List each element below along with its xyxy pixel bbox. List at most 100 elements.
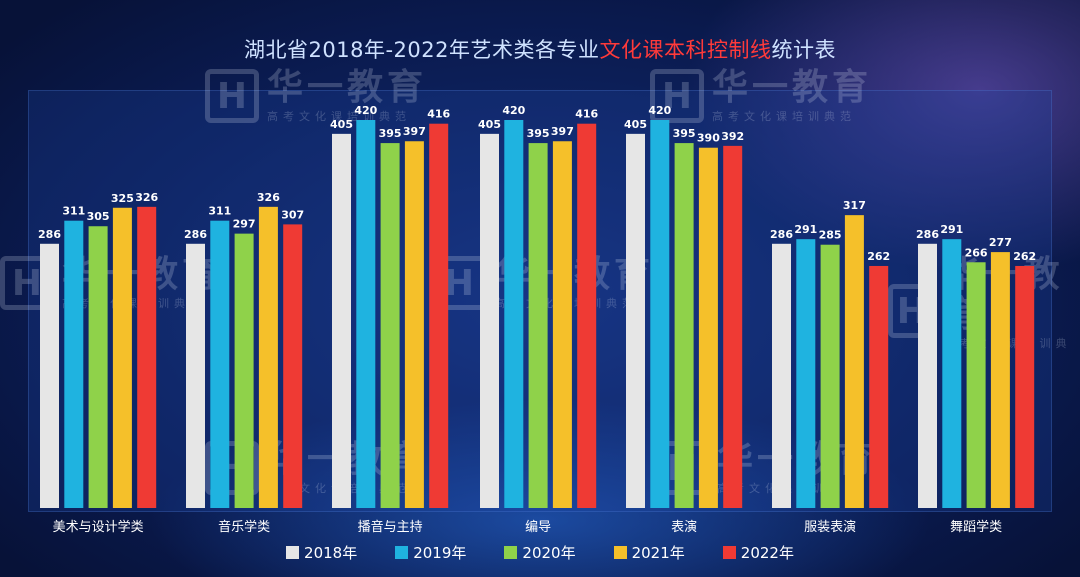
bar [1015, 265, 1035, 508]
legend-item: 2022年 [722, 542, 794, 563]
bar [626, 133, 645, 508]
data-label: 395 [379, 127, 402, 140]
bar [186, 243, 205, 509]
bar [966, 262, 986, 508]
category-label: 播音与主持 [358, 519, 423, 535]
category-label: 音乐学类 [218, 519, 270, 535]
data-label: 405 [478, 118, 501, 131]
bar [650, 120, 670, 508]
data-label: 297 [233, 218, 256, 231]
category-label: 表演 [671, 519, 697, 535]
legend-swatch [613, 546, 627, 559]
category-label: 服装表演 [804, 519, 856, 535]
chart-title: 湖北省2018年-2022年艺术类各专业文化课本科控制线统计表 [0, 34, 1080, 64]
bar [869, 265, 889, 508]
data-label: 325 [111, 192, 134, 205]
data-label: 420 [648, 104, 671, 117]
bar [64, 220, 84, 508]
bar [990, 252, 1010, 508]
legend-label: 2019年 [413, 544, 467, 562]
data-label: 317 [843, 199, 866, 212]
data-label: 420 [502, 104, 525, 117]
bar [698, 147, 718, 508]
bar [40, 243, 59, 509]
data-label: 286 [38, 228, 61, 241]
data-label: 266 [965, 246, 988, 259]
bar [258, 206, 278, 509]
bar [137, 206, 157, 509]
bar [942, 239, 962, 508]
data-label: 291 [940, 223, 963, 236]
legend-swatch [395, 546, 409, 559]
bar [332, 133, 351, 508]
legend-label: 2020年 [522, 544, 576, 562]
legend: 2018年 2019年 2020年 2021年 2022年 [0, 542, 1080, 563]
bar [918, 243, 937, 509]
bar [112, 207, 132, 508]
bar [429, 123, 449, 508]
data-label: 285 [819, 229, 842, 242]
bar [772, 243, 791, 509]
legend-label: 2021年 [631, 544, 685, 562]
data-label: 420 [354, 104, 377, 117]
data-label: 307 [281, 208, 304, 221]
category-label: 舞蹈学类 [950, 519, 1002, 535]
bar [88, 226, 108, 508]
chart-title-part1: 湖北省2018年-2022年艺术类各专业 [244, 38, 600, 62]
legend-label: 2022年 [740, 544, 794, 562]
data-label: 416 [427, 108, 450, 121]
data-label: 390 [697, 132, 720, 145]
data-label: 286 [184, 228, 207, 241]
data-label: 395 [673, 127, 696, 140]
chart-title-part3: 统计表 [771, 38, 836, 62]
legend-item: 2018年 [286, 542, 357, 563]
legend-swatch [504, 546, 518, 559]
category-label: 编导 [525, 520, 551, 535]
data-label: 405 [330, 118, 353, 131]
legend-label: 2018年 [304, 544, 358, 562]
bar [723, 145, 743, 508]
data-label: 291 [794, 223, 817, 236]
data-label: 326 [135, 191, 158, 204]
data-label: 262 [1013, 250, 1036, 263]
bar [552, 141, 572, 508]
legend-swatch [722, 546, 736, 559]
legend-item: 2020年 [504, 542, 576, 563]
bar [844, 215, 864, 508]
legend-item: 2021年 [613, 542, 685, 563]
watermark-name: 华一教育 [712, 67, 873, 108]
bar [380, 143, 400, 508]
chart-title-highlight: 文化课本科控制线 [599, 38, 772, 62]
bar [404, 141, 424, 508]
data-label: 416 [575, 108, 598, 121]
legend-swatch [286, 546, 300, 559]
bar [796, 239, 816, 508]
data-label: 286 [770, 228, 793, 241]
bar [820, 244, 840, 508]
bar [674, 143, 694, 508]
bar [210, 220, 230, 508]
category-label: 美术与设计学类 [53, 519, 144, 535]
bar [528, 143, 548, 508]
bar [480, 133, 499, 508]
bar [356, 120, 376, 508]
watermark: H 华一教育 高考文化课培训典范 [650, 68, 872, 124]
data-label: 405 [624, 118, 647, 131]
data-label: 277 [989, 236, 1012, 249]
bar [504, 120, 524, 508]
data-label: 262 [867, 250, 890, 263]
data-label: 397 [403, 125, 426, 138]
data-label: 311 [208, 205, 231, 218]
watermark-name: 华一教育 [267, 67, 428, 108]
data-label: 397 [551, 125, 574, 138]
watermark-sub: 高考文化课培训典范 [267, 110, 411, 123]
watermark: H 华一教育 高考文化课培训典范 [205, 68, 427, 124]
bar [234, 233, 254, 508]
data-label: 326 [257, 191, 280, 204]
data-label: 305 [87, 210, 110, 223]
watermark-logo: H [205, 69, 259, 123]
bar [283, 224, 303, 508]
watermark-sub: 高考文化课培训典范 [712, 110, 856, 123]
